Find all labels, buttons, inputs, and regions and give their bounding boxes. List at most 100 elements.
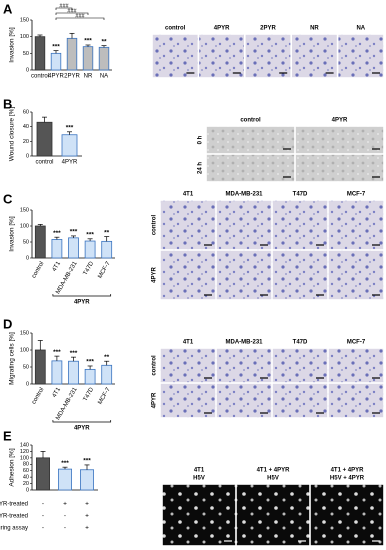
image-column-label: 4T1 — [183, 340, 194, 346]
image-column-label: control — [165, 26, 186, 32]
y-tick-label: 80 — [23, 462, 29, 468]
y-tick-label: 100 — [20, 34, 29, 40]
micrograph — [338, 34, 384, 78]
y-tick-label: 100 — [20, 455, 29, 461]
bar — [68, 360, 79, 385]
bar — [84, 368, 96, 385]
bar — [98, 46, 110, 71]
bar — [84, 240, 96, 259]
y-tick-label: 150 — [20, 330, 29, 336]
group-label: 4PYR — [74, 426, 90, 432]
y-tick-label: 50 — [23, 364, 29, 370]
image-column-label: MCF-7 — [347, 192, 366, 198]
micrograph — [216, 383, 272, 418]
panel-label: C — [3, 191, 13, 206]
micrograph — [295, 154, 384, 182]
image-column-label: H5V — [193, 476, 205, 482]
y-tick-label: 150 — [20, 17, 29, 23]
micrograph — [160, 250, 216, 300]
bar — [36, 457, 51, 491]
micrograph — [328, 383, 384, 418]
micrograph — [328, 250, 384, 300]
comparison-bracket — [55, 17, 105, 20]
y-tick-label: 120 — [20, 449, 29, 455]
x-tick-label: MCF-7 — [97, 386, 112, 405]
image-row-label: 4PYR — [152, 392, 158, 408]
micrograph — [272, 200, 328, 250]
y-tick-label: 20 — [23, 139, 29, 145]
y-tick-label: 100 — [20, 347, 29, 353]
x-tick-label: 4PYR — [62, 160, 78, 166]
comparison-label: ### — [75, 13, 85, 19]
micrograph — [216, 348, 272, 383]
x-tick-label: control — [31, 387, 45, 406]
significance: *** — [61, 460, 69, 467]
bar — [58, 468, 73, 491]
micrograph — [162, 484, 236, 546]
bar — [36, 121, 53, 157]
micrograph — [216, 200, 272, 250]
y-axis-label: Invasion [%] — [9, 27, 16, 63]
panel-label: E — [3, 428, 12, 443]
significance: *** — [53, 230, 61, 237]
comparison-bracket — [55, 7, 73, 10]
bar — [34, 36, 46, 71]
group-bracket — [52, 420, 112, 423]
bar — [34, 349, 46, 385]
table-cell: - — [42, 525, 44, 532]
panel-label: B — [3, 96, 12, 111]
y-tick-label: 0 — [26, 487, 29, 493]
significance: *** — [84, 38, 92, 45]
micrograph — [160, 348, 216, 383]
micrograph — [160, 200, 216, 250]
bar — [66, 37, 78, 71]
y-tick-label: 40 — [23, 475, 29, 481]
significance: *** — [70, 350, 78, 357]
bar — [101, 364, 113, 385]
y-tick-label: 60 — [23, 109, 29, 115]
y-axis-label: Invasion [%] — [9, 216, 16, 252]
image-column-label: NR — [310, 26, 319, 32]
table-cell: + — [85, 513, 89, 520]
image-column-label: H5V + 4PYR — [330, 476, 365, 482]
micrograph — [236, 484, 310, 546]
table-row-label: H5V 4PYR-treated — [0, 514, 28, 520]
image-row-label: 4PYR — [152, 267, 158, 283]
y-tick-label: 0 — [26, 153, 29, 159]
image-column-label: T47D — [293, 192, 308, 198]
y-tick-label: 0 — [26, 381, 29, 387]
y-tick-label: 50 — [23, 239, 29, 245]
image-column-label: NA — [356, 26, 365, 32]
table-cell: - — [42, 501, 44, 508]
y-tick-label: 0 — [26, 67, 29, 73]
y-axis-label: Adhesion [%] — [9, 448, 16, 486]
significance: *** — [83, 458, 91, 465]
panel-label: A — [3, 1, 13, 16]
y-tick-label: 40 — [23, 124, 29, 130]
table-cell: - — [64, 513, 66, 520]
image-column-label: 4PYR — [214, 26, 230, 32]
x-tick-label: MCF-7 — [97, 260, 112, 279]
y-axis-label: Migrating cells [%] — [9, 332, 16, 385]
micrograph — [292, 34, 337, 78]
image-column-label: MDA-MB-231 — [225, 340, 263, 346]
y-axis-label: Wound closure [%] — [9, 107, 16, 162]
table-cell: - — [64, 525, 66, 532]
micrograph — [295, 126, 384, 154]
image-column-label: H5V — [267, 476, 279, 482]
table-cell: + — [85, 525, 89, 532]
image-row-label: control — [152, 355, 158, 376]
table-cell: + — [63, 501, 67, 508]
image-column-label: 4T1 — [183, 192, 194, 198]
comparison-bracket — [55, 12, 89, 15]
micrograph — [272, 348, 328, 383]
bar — [80, 469, 95, 491]
significance: ** — [101, 38, 107, 45]
y-tick-label: 0 — [26, 255, 29, 261]
table-row-label: 4T1 4PYR-treated — [0, 502, 28, 508]
bar — [50, 52, 62, 71]
micrograph — [310, 484, 384, 546]
bar — [34, 225, 46, 259]
micrograph — [245, 34, 291, 78]
